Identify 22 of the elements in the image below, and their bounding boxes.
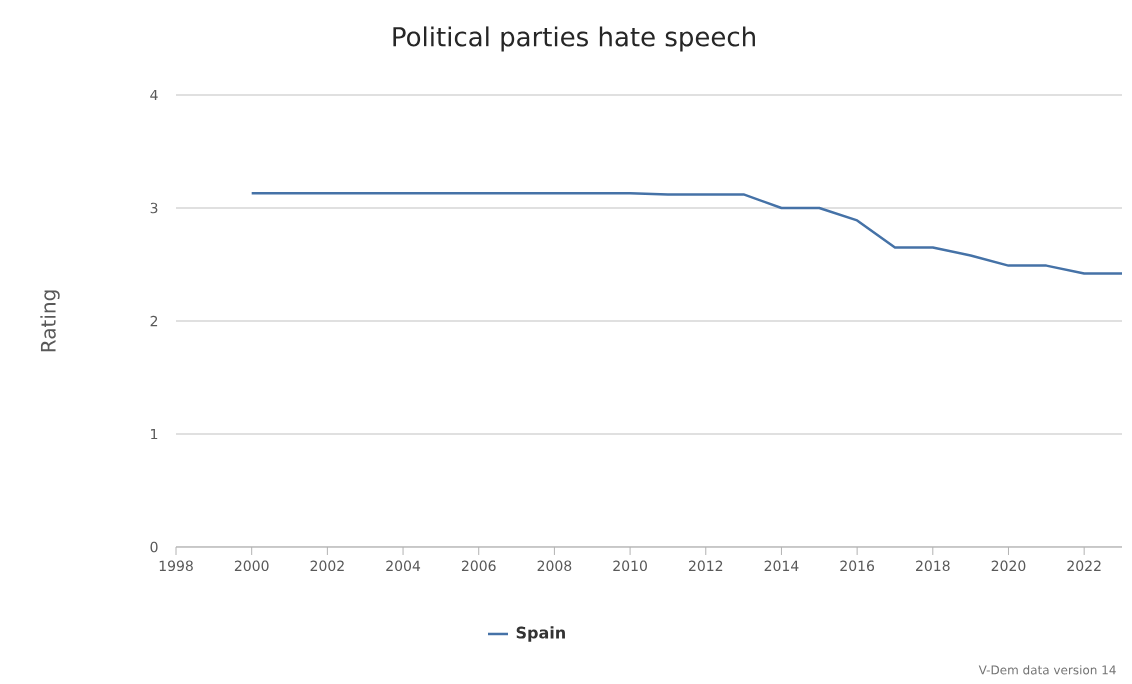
x-tick-label: 2006: [461, 560, 496, 572]
x-tick-label: 2014: [764, 560, 799, 572]
x-tick-label: 2020: [991, 560, 1026, 572]
x-tick-label: 2002: [310, 560, 344, 572]
legend-label: Spain: [516, 626, 565, 642]
x-tick-label: 2016: [840, 560, 875, 572]
text: V-Dem data version 14: [978, 665, 1116, 675]
x-tick-label: 1998: [159, 560, 193, 572]
y-tick-label: 1: [151, 428, 158, 440]
y-axis-title: Rating: [40, 290, 60, 352]
x-tick-label: 2000: [234, 560, 269, 572]
y-tick-label: 2: [150, 315, 158, 327]
x-tick-label: 2012: [688, 560, 723, 572]
y-tick-label: 0: [150, 541, 158, 553]
x-tick-label: 2018: [916, 560, 950, 572]
chart-title: Political parties hate speech: [393, 26, 755, 52]
x-tick-label: 2008: [537, 560, 572, 572]
y-tick-label: 3: [150, 202, 158, 214]
x-tick-label: 2004: [386, 560, 421, 572]
x-tick-label: 2022: [1067, 560, 1101, 572]
x-tick-label: 2010: [613, 560, 647, 572]
y-tick-label: 4: [150, 89, 158, 101]
